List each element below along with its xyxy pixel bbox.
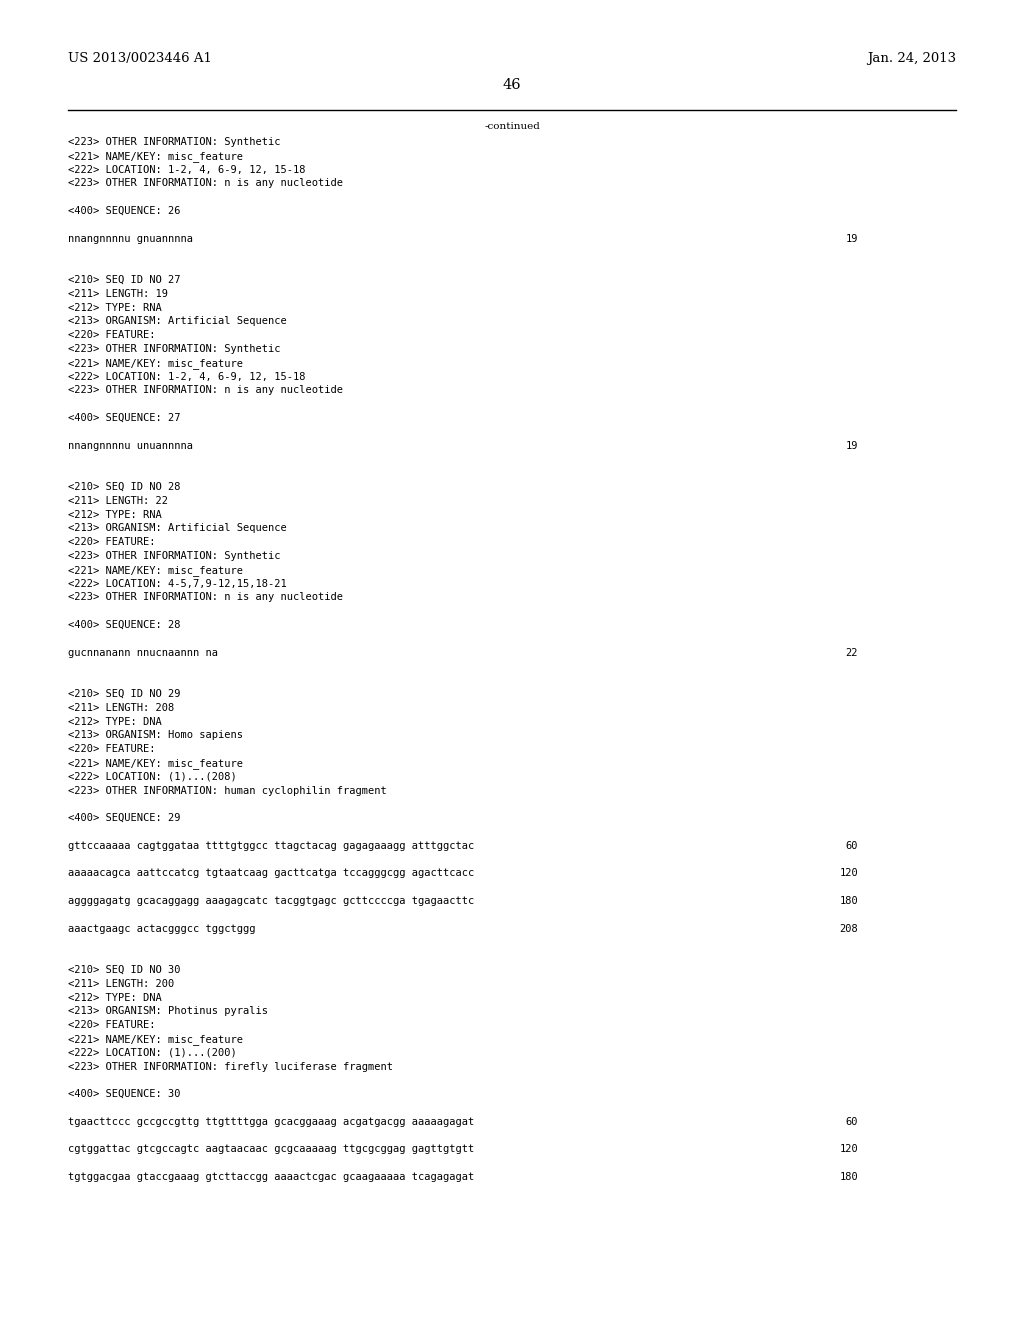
Text: 22: 22: [846, 648, 858, 657]
Text: aaaaacagca aattccatcg tgtaatcaag gacttcatga tccagggcgg agacttcacc: aaaaacagca aattccatcg tgtaatcaag gacttca…: [68, 869, 474, 878]
Text: 60: 60: [846, 1117, 858, 1127]
Text: <210> SEQ ID NO 28: <210> SEQ ID NO 28: [68, 482, 180, 492]
Text: <221> NAME/KEY: misc_feature: <221> NAME/KEY: misc_feature: [68, 150, 243, 162]
Text: <223> OTHER INFORMATION: n is any nucleotide: <223> OTHER INFORMATION: n is any nucleo…: [68, 178, 343, 189]
Text: <221> NAME/KEY: misc_feature: <221> NAME/KEY: misc_feature: [68, 565, 243, 576]
Text: 180: 180: [840, 896, 858, 906]
Text: <213> ORGANISM: Artificial Sequence: <213> ORGANISM: Artificial Sequence: [68, 524, 287, 533]
Text: <223> OTHER INFORMATION: n is any nucleotide: <223> OTHER INFORMATION: n is any nucleo…: [68, 593, 343, 602]
Text: 46: 46: [503, 78, 521, 92]
Text: tgaacttccc gccgccgttg ttgttttgga gcacggaaag acgatgacgg aaaaagagat: tgaacttccc gccgccgttg ttgttttgga gcacgga…: [68, 1117, 474, 1127]
Text: gttccaaaaa cagtggataa ttttgtggcc ttagctacag gagagaaagg atttggctac: gttccaaaaa cagtggataa ttttgtggcc ttagcta…: [68, 841, 474, 851]
Text: <222> LOCATION: 1-2, 4, 6-9, 12, 15-18: <222> LOCATION: 1-2, 4, 6-9, 12, 15-18: [68, 372, 305, 381]
Text: <211> LENGTH: 19: <211> LENGTH: 19: [68, 289, 168, 298]
Text: <223> OTHER INFORMATION: Synthetic: <223> OTHER INFORMATION: Synthetic: [68, 137, 281, 147]
Text: 208: 208: [840, 924, 858, 933]
Text: <400> SEQUENCE: 30: <400> SEQUENCE: 30: [68, 1089, 180, 1100]
Text: <210> SEQ ID NO 30: <210> SEQ ID NO 30: [68, 965, 180, 975]
Text: <213> ORGANISM: Homo sapiens: <213> ORGANISM: Homo sapiens: [68, 730, 243, 741]
Text: <212> TYPE: DNA: <212> TYPE: DNA: [68, 717, 162, 726]
Text: <222> LOCATION: 4-5,7,9-12,15,18-21: <222> LOCATION: 4-5,7,9-12,15,18-21: [68, 578, 287, 589]
Text: nnangnnnnu unuannnna: nnangnnnnu unuannnna: [68, 441, 193, 450]
Text: nnangnnnnu gnuannnna: nnangnnnnu gnuannnna: [68, 234, 193, 244]
Text: <223> OTHER INFORMATION: firefly luciferase fragment: <223> OTHER INFORMATION: firefly lucifer…: [68, 1061, 393, 1072]
Text: <212> TYPE: RNA: <212> TYPE: RNA: [68, 510, 162, 520]
Text: <223> OTHER INFORMATION: Synthetic: <223> OTHER INFORMATION: Synthetic: [68, 345, 281, 354]
Text: 120: 120: [840, 869, 858, 878]
Text: <211> LENGTH: 200: <211> LENGTH: 200: [68, 979, 174, 989]
Text: <400> SEQUENCE: 29: <400> SEQUENCE: 29: [68, 813, 180, 824]
Text: <220> FEATURE:: <220> FEATURE:: [68, 744, 156, 754]
Text: <222> LOCATION: (1)...(200): <222> LOCATION: (1)...(200): [68, 1048, 237, 1057]
Text: US 2013/0023446 A1: US 2013/0023446 A1: [68, 51, 212, 65]
Text: 120: 120: [840, 1144, 858, 1155]
Text: tgtggacgaa gtaccgaaag gtcttaccgg aaaactcgac gcaagaaaaa tcagagagat: tgtggacgaa gtaccgaaag gtcttaccgg aaaactc…: [68, 1172, 474, 1181]
Text: <213> ORGANISM: Photinus pyralis: <213> ORGANISM: Photinus pyralis: [68, 1006, 268, 1016]
Text: <221> NAME/KEY: misc_feature: <221> NAME/KEY: misc_feature: [68, 1034, 243, 1045]
Text: <400> SEQUENCE: 27: <400> SEQUENCE: 27: [68, 413, 180, 422]
Text: Jan. 24, 2013: Jan. 24, 2013: [867, 51, 956, 65]
Text: <220> FEATURE:: <220> FEATURE:: [68, 1020, 156, 1030]
Text: <400> SEQUENCE: 26: <400> SEQUENCE: 26: [68, 206, 180, 216]
Text: <220> FEATURE:: <220> FEATURE:: [68, 537, 156, 548]
Text: -continued: -continued: [484, 121, 540, 131]
Text: 19: 19: [846, 234, 858, 244]
Text: <213> ORGANISM: Artificial Sequence: <213> ORGANISM: Artificial Sequence: [68, 317, 287, 326]
Text: <223> OTHER INFORMATION: n is any nucleotide: <223> OTHER INFORMATION: n is any nucleo…: [68, 385, 343, 396]
Text: <223> OTHER INFORMATION: Synthetic: <223> OTHER INFORMATION: Synthetic: [68, 550, 281, 561]
Text: <221> NAME/KEY: misc_feature: <221> NAME/KEY: misc_feature: [68, 358, 243, 368]
Text: <212> TYPE: DNA: <212> TYPE: DNA: [68, 993, 162, 1003]
Text: <400> SEQUENCE: 28: <400> SEQUENCE: 28: [68, 620, 180, 630]
Text: <211> LENGTH: 22: <211> LENGTH: 22: [68, 496, 168, 506]
Text: cgtggattac gtcgccagtc aagtaacaac gcgcaaaaag ttgcgcggag gagttgtgtt: cgtggattac gtcgccagtc aagtaacaac gcgcaaa…: [68, 1144, 474, 1155]
Text: 180: 180: [840, 1172, 858, 1181]
Text: 60: 60: [846, 841, 858, 851]
Text: <222> LOCATION: (1)...(208): <222> LOCATION: (1)...(208): [68, 772, 237, 781]
Text: aaactgaagc actacgggcc tggctggg: aaactgaagc actacgggcc tggctggg: [68, 924, 256, 933]
Text: <221> NAME/KEY: misc_feature: <221> NAME/KEY: misc_feature: [68, 758, 243, 770]
Text: <210> SEQ ID NO 27: <210> SEQ ID NO 27: [68, 275, 180, 285]
Text: 19: 19: [846, 441, 858, 450]
Text: <220> FEATURE:: <220> FEATURE:: [68, 330, 156, 341]
Text: <210> SEQ ID NO 29: <210> SEQ ID NO 29: [68, 689, 180, 700]
Text: gucnnanann nnucnaannn na: gucnnanann nnucnaannn na: [68, 648, 218, 657]
Text: <212> TYPE: RNA: <212> TYPE: RNA: [68, 302, 162, 313]
Text: <211> LENGTH: 208: <211> LENGTH: 208: [68, 702, 174, 713]
Text: <223> OTHER INFORMATION: human cyclophilin fragment: <223> OTHER INFORMATION: human cyclophil…: [68, 785, 387, 796]
Text: <222> LOCATION: 1-2, 4, 6-9, 12, 15-18: <222> LOCATION: 1-2, 4, 6-9, 12, 15-18: [68, 165, 305, 174]
Text: aggggagatg gcacaggagg aaagagcatc tacggtgagc gcttccccga tgagaacttc: aggggagatg gcacaggagg aaagagcatc tacggtg…: [68, 896, 474, 906]
